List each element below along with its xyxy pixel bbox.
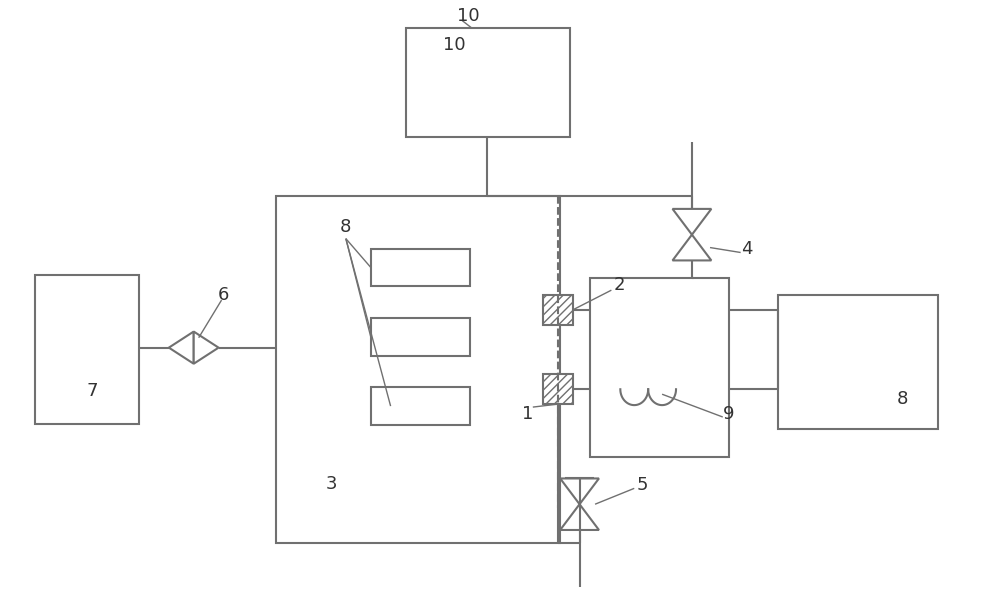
Text: 8: 8	[897, 391, 908, 408]
Text: 2: 2	[614, 276, 625, 294]
Bar	[371, 318, 470, 355]
Text: 3: 3	[325, 475, 337, 493]
Text: 8: 8	[340, 217, 352, 236]
Bar	[590, 278, 729, 456]
Polygon shape	[673, 235, 711, 261]
Bar	[276, 196, 560, 543]
Text: 6: 6	[218, 286, 229, 304]
Bar	[406, 28, 570, 137]
Polygon shape	[169, 331, 194, 363]
Text: 4: 4	[741, 240, 752, 257]
Text: 10: 10	[457, 7, 479, 25]
Bar	[543, 295, 573, 325]
Bar	[543, 375, 573, 404]
Bar	[371, 387, 470, 425]
Bar	[778, 295, 938, 429]
Text: 10: 10	[443, 36, 466, 54]
Polygon shape	[560, 505, 599, 530]
Polygon shape	[673, 209, 711, 235]
Text: 9: 9	[723, 405, 734, 423]
Bar	[543, 375, 573, 404]
Text: 1: 1	[522, 405, 534, 423]
Bar	[371, 248, 470, 286]
Polygon shape	[194, 331, 219, 363]
Polygon shape	[560, 479, 599, 505]
Text: 5: 5	[636, 476, 648, 495]
Bar	[543, 295, 573, 325]
Text: 7: 7	[86, 383, 98, 400]
Bar	[35, 275, 139, 424]
